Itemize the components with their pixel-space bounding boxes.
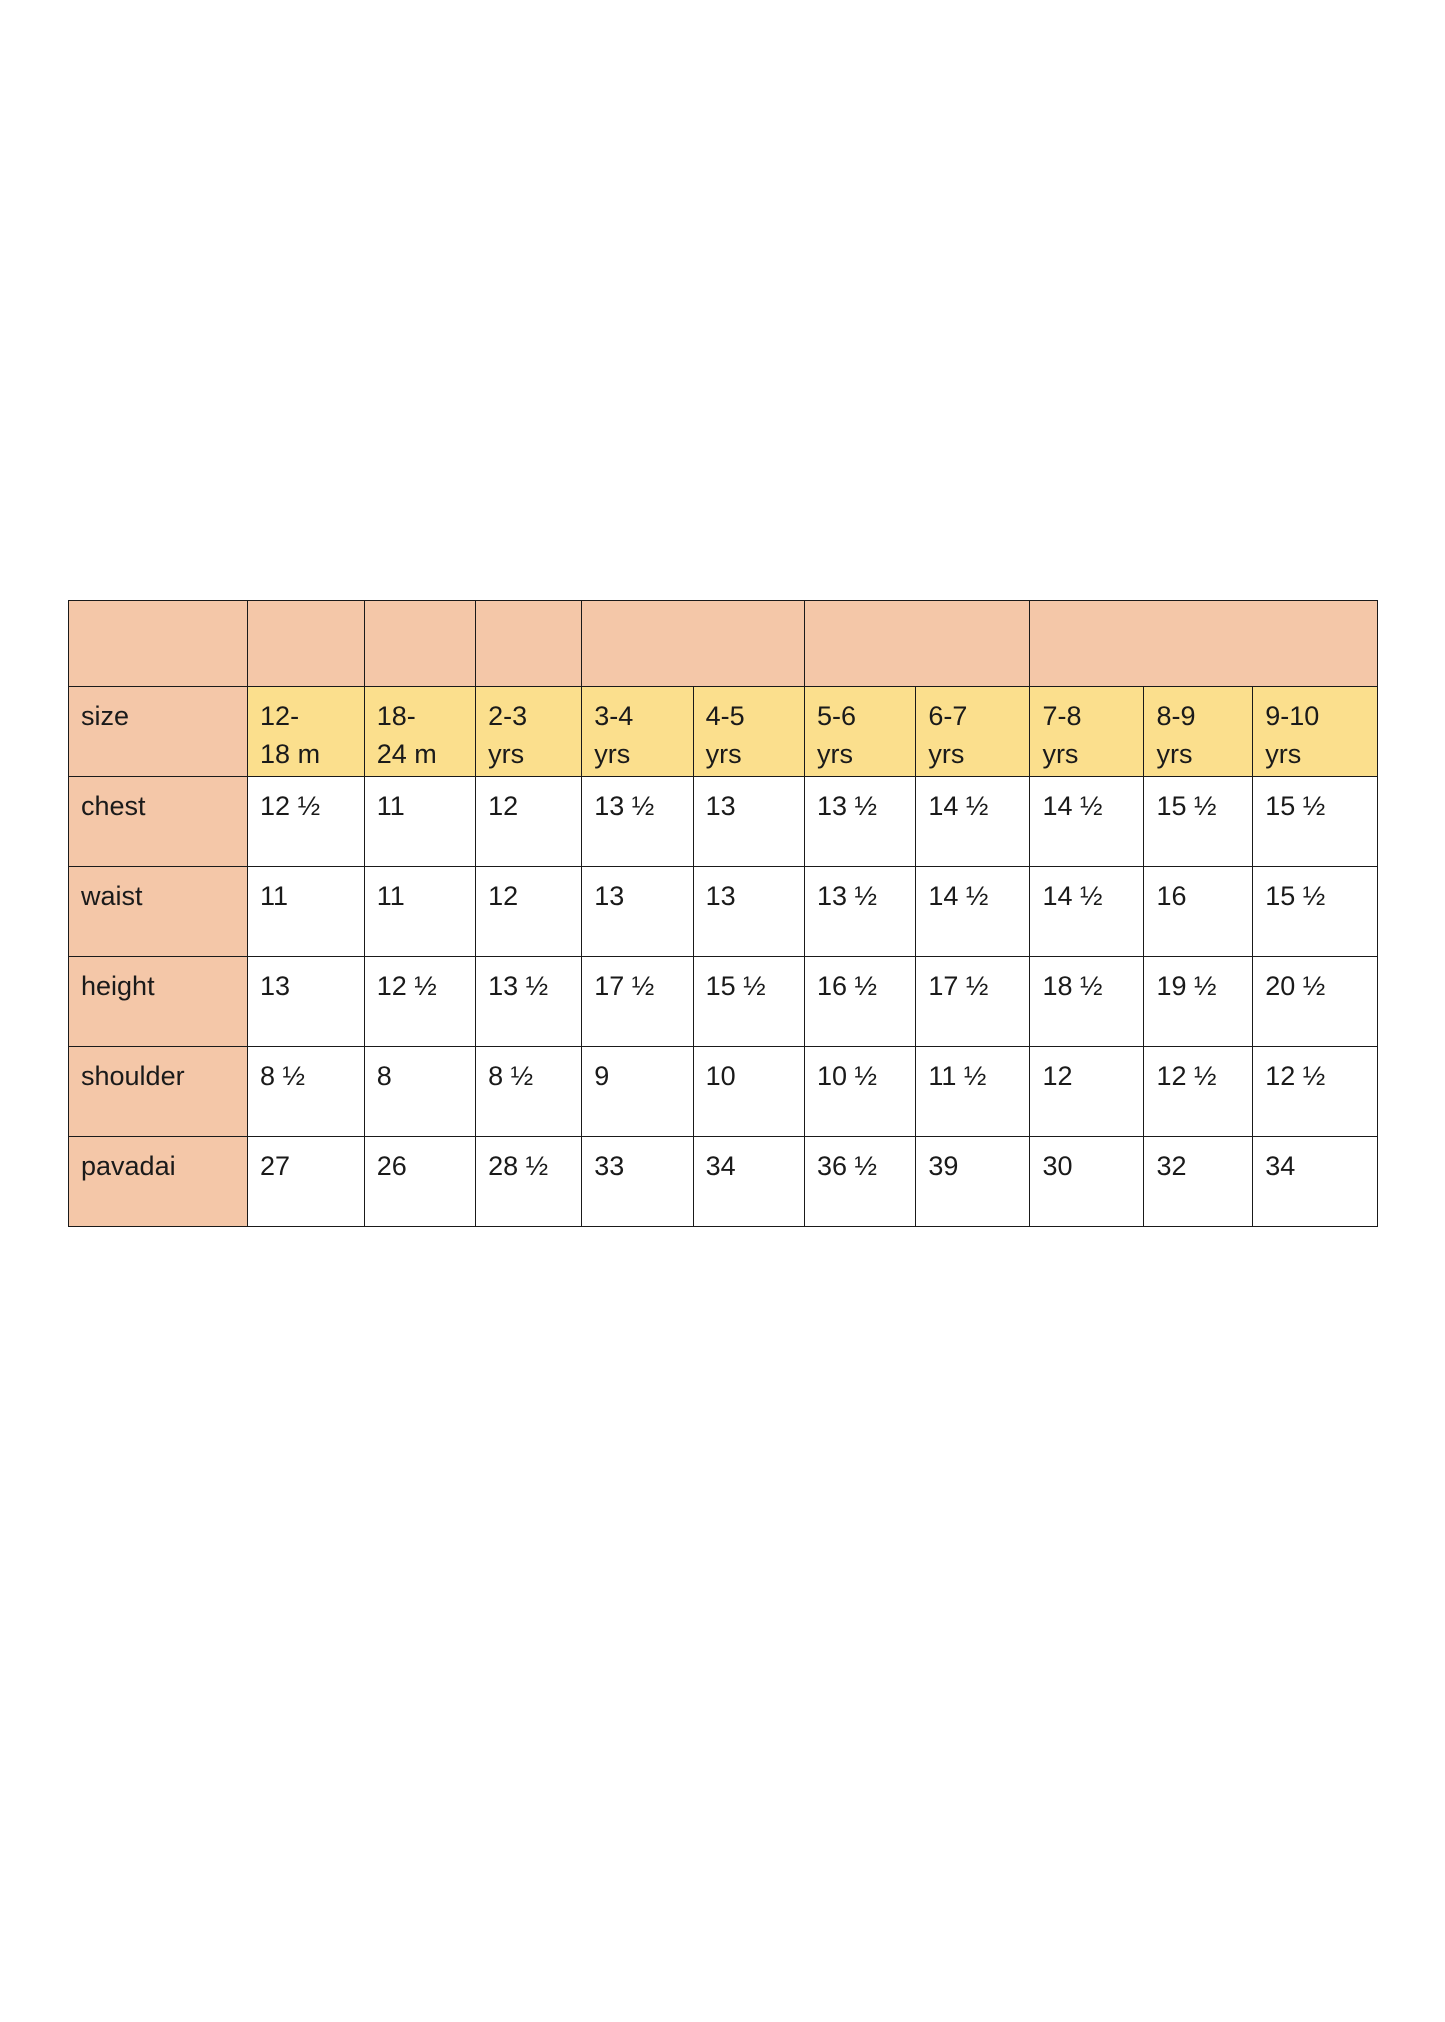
size-column-header-7: 7-8 yrs [1029, 686, 1145, 777]
cell-height-2: 13 ½ [475, 956, 583, 1047]
cell-waist-1: 11 [363, 866, 477, 957]
cell-waist-3: 13 [581, 866, 694, 957]
band-cell-7 [1029, 600, 1378, 687]
row-label-shoulder: shoulder [67, 1046, 249, 1137]
row-label-chest: chest [67, 776, 249, 867]
size-column-header-4: 4-5 yrs [692, 686, 806, 777]
cell-chest-1: 11 [363, 776, 477, 867]
size-column-header-3: 3-4 yrs [581, 686, 694, 777]
row-label-waist: waist [67, 866, 249, 957]
size-column-header-9: 9-10 yrs [1252, 686, 1378, 777]
cell-shoulder-4: 10 [692, 1046, 806, 1137]
cell-pavadai-2: 28 ½ [475, 1136, 583, 1227]
row-label-pavadai: pavadai [67, 1136, 249, 1227]
size-column-header-2: 2-3 yrs [475, 686, 583, 777]
cell-shoulder-6: 11 ½ [915, 1046, 1031, 1137]
band-cell-3 [363, 600, 477, 687]
cell-height-9: 20 ½ [1252, 956, 1378, 1047]
table-row: chest 12 ½ 11 12 13 ½ 13 13 ½ 14 ½ 14 ½ … [67, 776, 1378, 867]
size-chart-table: size 12- 18 m 18- 24 m 2-3 yrs 3-4 yrs 4… [67, 600, 1378, 1227]
table-row: waist 11 11 12 13 13 13 ½ 14 ½ 14 ½ 16 1… [67, 866, 1378, 957]
cell-pavadai-4: 34 [692, 1136, 806, 1227]
size-column-label: 5-6 yrs [817, 701, 857, 770]
cell-waist-0: 11 [247, 866, 365, 957]
size-column-header-6: 6-7 yrs [915, 686, 1031, 777]
cell-height-8: 19 ½ [1143, 956, 1254, 1047]
size-column-label: 7-8 yrs [1042, 701, 1082, 770]
cell-waist-2: 12 [475, 866, 583, 957]
cell-chest-4: 13 [692, 776, 806, 867]
size-column-header-0: 12- 18 m [247, 686, 365, 777]
size-label-cell: size [67, 686, 249, 777]
cell-height-3: 17 ½ [581, 956, 694, 1047]
cell-shoulder-1: 8 [363, 1046, 477, 1137]
band-cell-4 [475, 600, 583, 687]
cell-shoulder-7: 12 [1029, 1046, 1145, 1137]
cell-chest-2: 12 [475, 776, 583, 867]
band-cell-6 [803, 600, 1031, 687]
cell-waist-8: 16 [1143, 866, 1254, 957]
band-cell-5 [581, 600, 805, 687]
cell-height-7: 18 ½ [1029, 956, 1145, 1047]
cell-shoulder-0: 8 ½ [247, 1046, 365, 1137]
cell-height-6: 17 ½ [915, 956, 1031, 1047]
cell-shoulder-5: 10 ½ [803, 1046, 917, 1137]
decorative-band-row [67, 600, 1378, 687]
size-column-label: 2-3 yrs [488, 701, 528, 770]
row-label-height: height [67, 956, 249, 1047]
cell-chest-9: 15 ½ [1252, 776, 1378, 867]
size-column-label: 9-10 yrs [1265, 701, 1320, 770]
band-cell-2 [247, 600, 365, 687]
cell-shoulder-9: 12 ½ [1252, 1046, 1378, 1137]
cell-shoulder-3: 9 [581, 1046, 694, 1137]
cell-chest-7: 14 ½ [1029, 776, 1145, 867]
cell-shoulder-8: 12 ½ [1143, 1046, 1254, 1137]
size-column-header-8: 8-9 yrs [1143, 686, 1254, 777]
cell-waist-4: 13 [692, 866, 806, 957]
band-cell-1 [67, 600, 249, 687]
cell-height-1: 12 ½ [363, 956, 477, 1047]
cell-chest-8: 15 ½ [1143, 776, 1254, 867]
table-row: pavadai 27 26 28 ½ 33 34 36 ½ 39 30 32 3… [67, 1136, 1378, 1227]
size-column-label: 6-7 yrs [928, 701, 968, 770]
size-column-label: 12- 18 m [260, 701, 321, 770]
size-chart-container: size 12- 18 m 18- 24 m 2-3 yrs 3-4 yrs 4… [67, 600, 1378, 1227]
cell-pavadai-9: 34 [1252, 1136, 1378, 1227]
size-column-header-5: 5-6 yrs [803, 686, 917, 777]
cell-waist-7: 14 ½ [1029, 866, 1145, 957]
cell-pavadai-3: 33 [581, 1136, 694, 1227]
table-row: height 13 12 ½ 13 ½ 17 ½ 15 ½ 16 ½ 17 ½ … [67, 956, 1378, 1047]
table-row: shoulder 8 ½ 8 8 ½ 9 10 10 ½ 11 ½ 12 12 … [67, 1046, 1378, 1137]
size-chart-body: size 12- 18 m 18- 24 m 2-3 yrs 3-4 yrs 4… [67, 600, 1378, 1227]
size-column-label: 4-5 yrs [705, 701, 745, 770]
size-column-header-1: 18- 24 m [363, 686, 477, 777]
cell-pavadai-1: 26 [363, 1136, 477, 1227]
cell-waist-6: 14 ½ [915, 866, 1031, 957]
cell-waist-5: 13 ½ [803, 866, 917, 957]
size-column-label: 3-4 yrs [594, 701, 634, 770]
cell-pavadai-8: 32 [1143, 1136, 1254, 1227]
cell-chest-3: 13 ½ [581, 776, 694, 867]
cell-chest-6: 14 ½ [915, 776, 1031, 867]
cell-height-0: 13 [247, 956, 365, 1047]
cell-pavadai-5: 36 ½ [803, 1136, 917, 1227]
size-column-label: 8-9 yrs [1156, 701, 1196, 770]
cell-pavadai-0: 27 [247, 1136, 365, 1227]
cell-pavadai-7: 30 [1029, 1136, 1145, 1227]
cell-shoulder-2: 8 ½ [475, 1046, 583, 1137]
cell-pavadai-6: 39 [915, 1136, 1031, 1227]
cell-height-5: 16 ½ [803, 956, 917, 1047]
size-column-label: 18- 24 m [376, 701, 437, 770]
cell-chest-5: 13 ½ [803, 776, 917, 867]
cell-height-4: 15 ½ [692, 956, 806, 1047]
cell-waist-9: 15 ½ [1252, 866, 1378, 957]
size-header-row: size 12- 18 m 18- 24 m 2-3 yrs 3-4 yrs 4… [67, 686, 1378, 777]
cell-chest-0: 12 ½ [247, 776, 365, 867]
